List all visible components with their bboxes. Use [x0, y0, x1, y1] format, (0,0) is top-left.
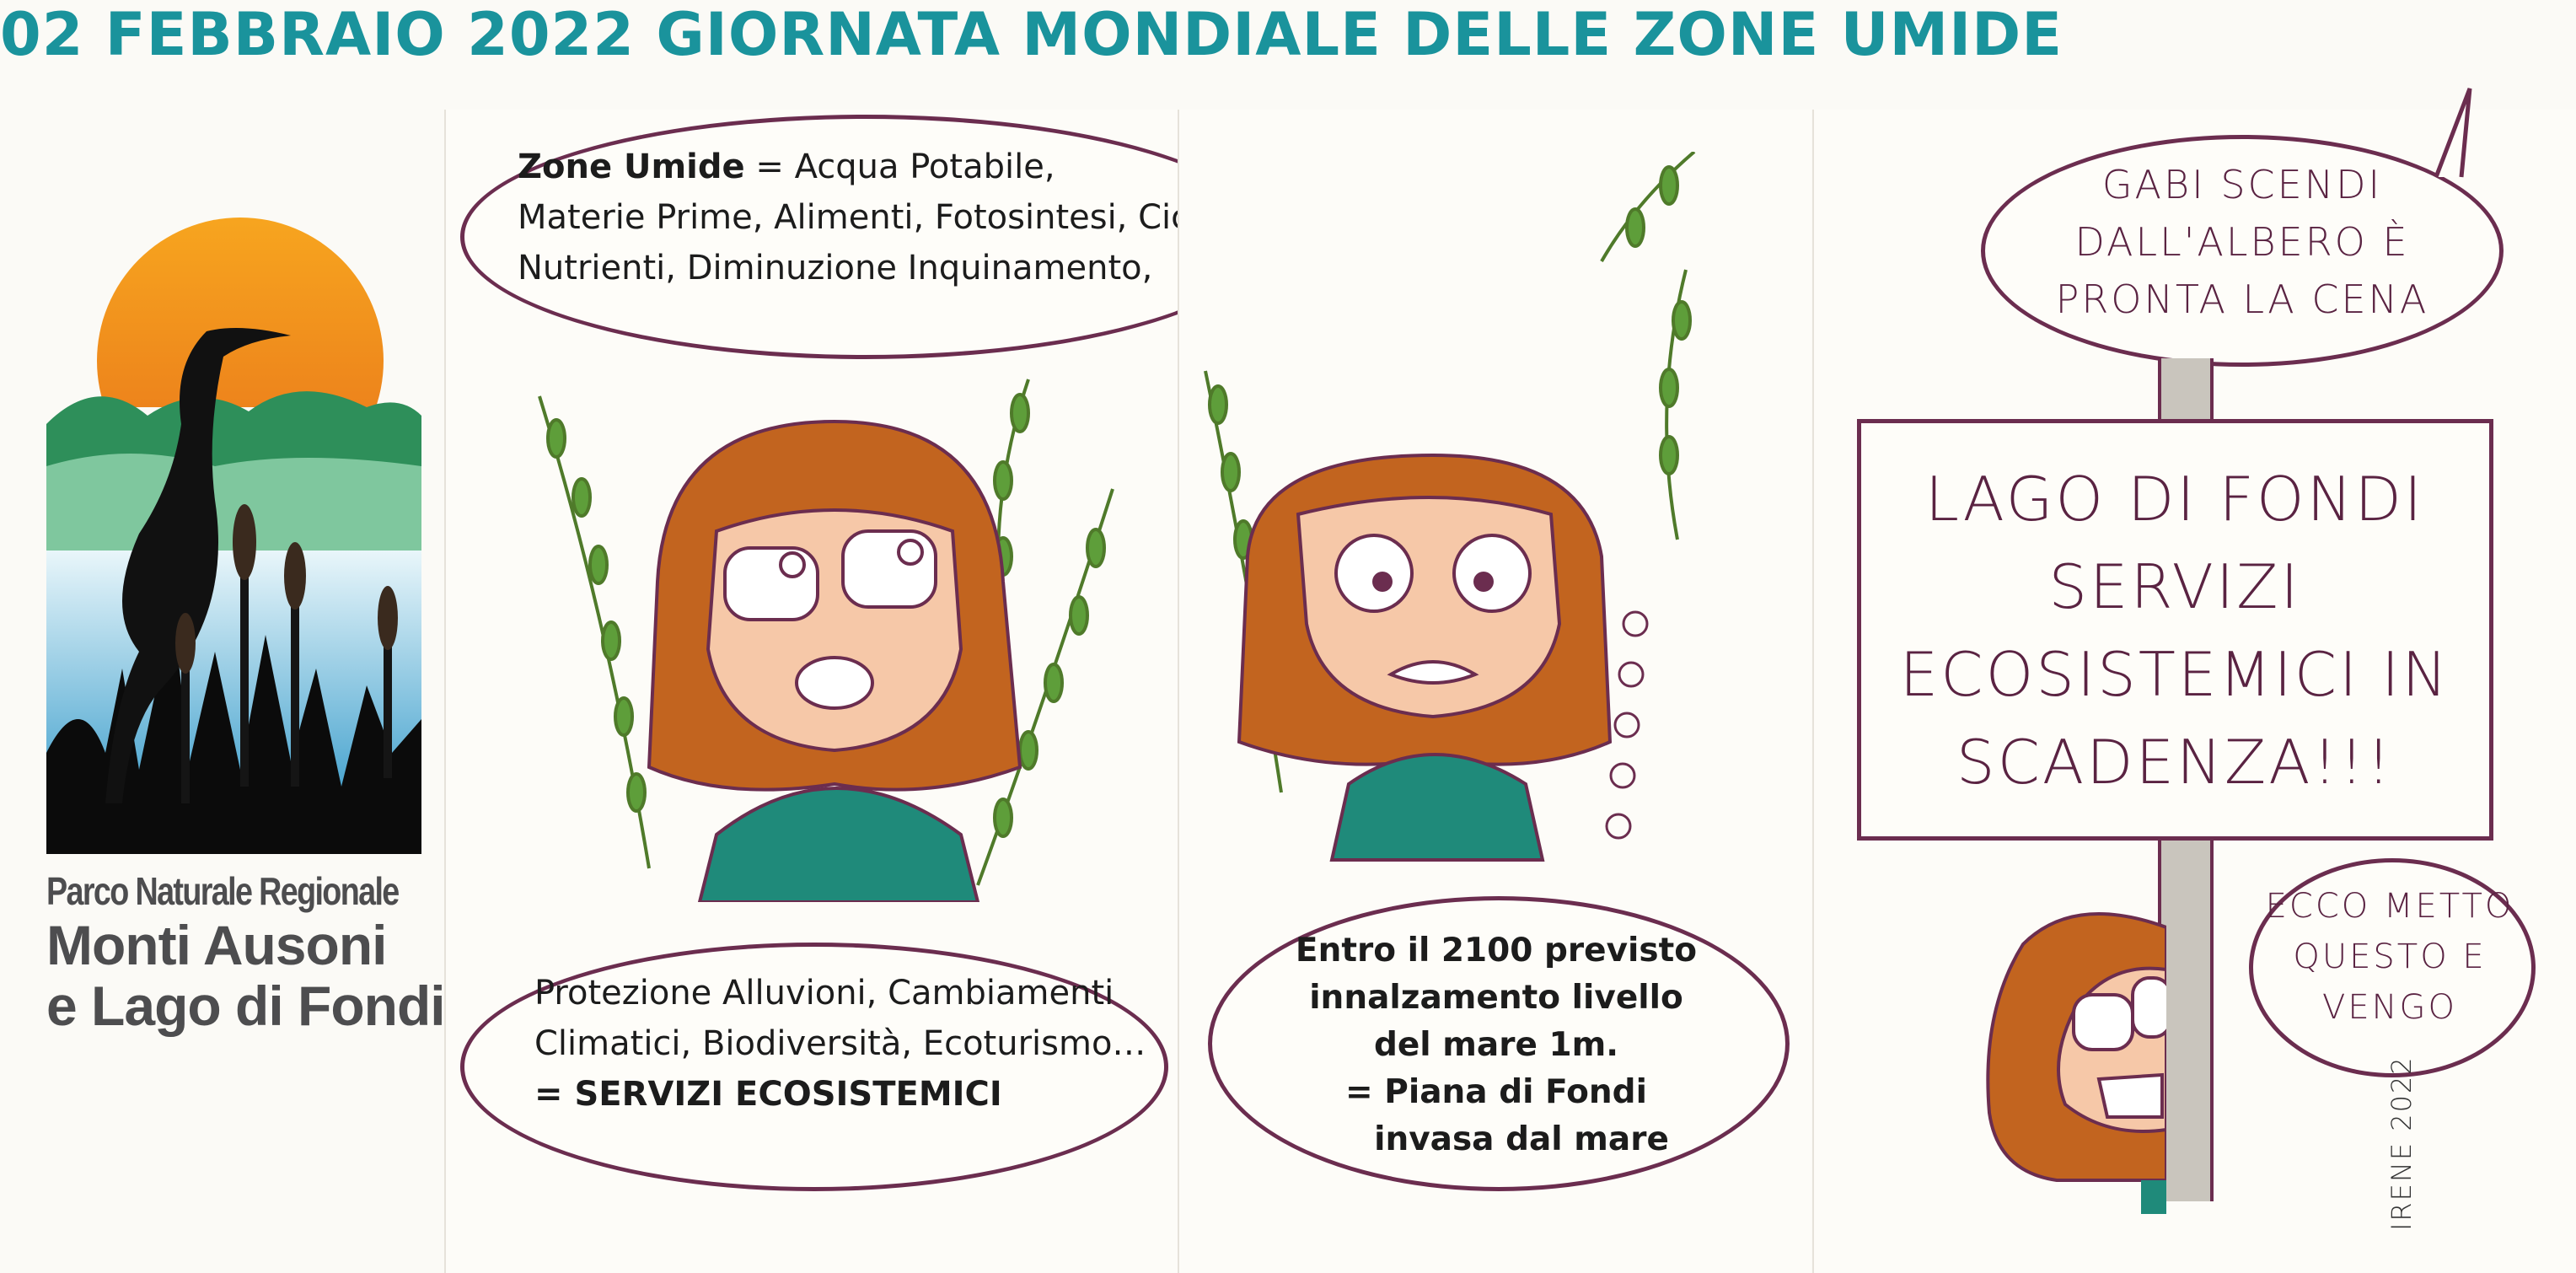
- logo-line-1: Parco Naturale Regionale: [46, 869, 400, 913]
- gabi-line-2: DALL'ALBERO È: [2074, 219, 2410, 265]
- sea-level-line-4: = Piana di Fondi: [1345, 1073, 1647, 1111]
- speech-bubble-sea-level: [1208, 896, 1790, 1191]
- speech-bubble-servizi: [460, 943, 1168, 1191]
- zone-umide-bold: Zone Umide: [518, 148, 745, 186]
- gabi-text: GABI SCENDI DALL'ALBERO È PRONTA LA CENA: [2006, 156, 2478, 328]
- sea-level-line-5: invasa dal mare: [1374, 1120, 1669, 1158]
- speech-bubble-reply: [2249, 858, 2536, 1077]
- sea-level-line-1: Entro il 2100 previsto: [1295, 932, 1698, 970]
- speech-bubble-gabi: [1981, 135, 2504, 367]
- gabi-line-3: PRONTA LA CENA: [2055, 277, 2429, 322]
- zone-umide-line-2: Materie Prime, Alimenti, Fotosintesi, Ci…: [518, 198, 1220, 237]
- zone-umide-line-1: = Acqua Potabile,: [744, 148, 1055, 186]
- page-title: 02 FEBBRAIO 2022 GIORNATA MONDIALE DELLE…: [0, 0, 2063, 69]
- warning-sign: [1857, 419, 2493, 841]
- zone-umide-line-3: Nutrienti, Diminuzione Inquinamento,: [518, 249, 1153, 287]
- sign-line-2: SERVIZI: [2048, 551, 2301, 622]
- girl-worried-illustration: [1204, 152, 1696, 862]
- artist-signature: IRENE 2022: [2385, 1055, 2418, 1231]
- servizi-line-3: = SERVIZI ECOSISTEMICI: [534, 1075, 1002, 1114]
- speech-tail: [2434, 88, 2472, 178]
- heron-sun-logo-icon: [46, 218, 421, 854]
- sea-level-line-2: innalzamento livello: [1309, 979, 1683, 1017]
- sea-level-line-3: del mare 1m.: [1373, 1026, 1619, 1064]
- sign-line-1: LAGO DI FONDI: [1924, 464, 2425, 534]
- sign-text: LAGO DI FONDI SERVIZI ECOSISTEMICI IN SC…: [1863, 455, 2487, 806]
- gabi-line-1: GABI SCENDI: [2101, 162, 2383, 207]
- reply-line-2: QUESTO E: [2293, 937, 2487, 976]
- sign-line-4: SCADENZA!!!: [1956, 727, 2394, 798]
- reply-line-3: VENGO: [2321, 988, 2458, 1027]
- logo-line-3: e Lago di Fondi: [46, 975, 446, 1037]
- girl-peeking-illustration: [1986, 912, 2166, 1214]
- girl-surprised-illustration: [538, 379, 1114, 902]
- speech-bubble-zone-umide: [460, 115, 1269, 359]
- reply-text: ECCO METTO QUESTO E VENGO: [2255, 881, 2525, 1033]
- servizi-line-1: Protezione Alluvioni, Cambiamenti: [534, 974, 1114, 1012]
- reply-line-1: ECCO METTO: [2265, 887, 2514, 926]
- sea-level-text: Entro il 2100 previsto innalzamento live…: [1248, 927, 1745, 1163]
- sign-line-3: ECOSISTEMICI IN: [1899, 639, 2450, 710]
- park-logo: [46, 213, 421, 854]
- logo-line-2: Monti Ausoni: [46, 914, 387, 976]
- servizi-line-2: Climatici, Biodiversità, Ecoturismo…: [534, 1024, 1146, 1063]
- zone-umide-text: Zone Umide = Acqua Potabile, Materie Pri…: [518, 142, 1220, 293]
- servizi-text: Protezione Alluvioni, Cambiamenti Climat…: [534, 968, 1146, 1120]
